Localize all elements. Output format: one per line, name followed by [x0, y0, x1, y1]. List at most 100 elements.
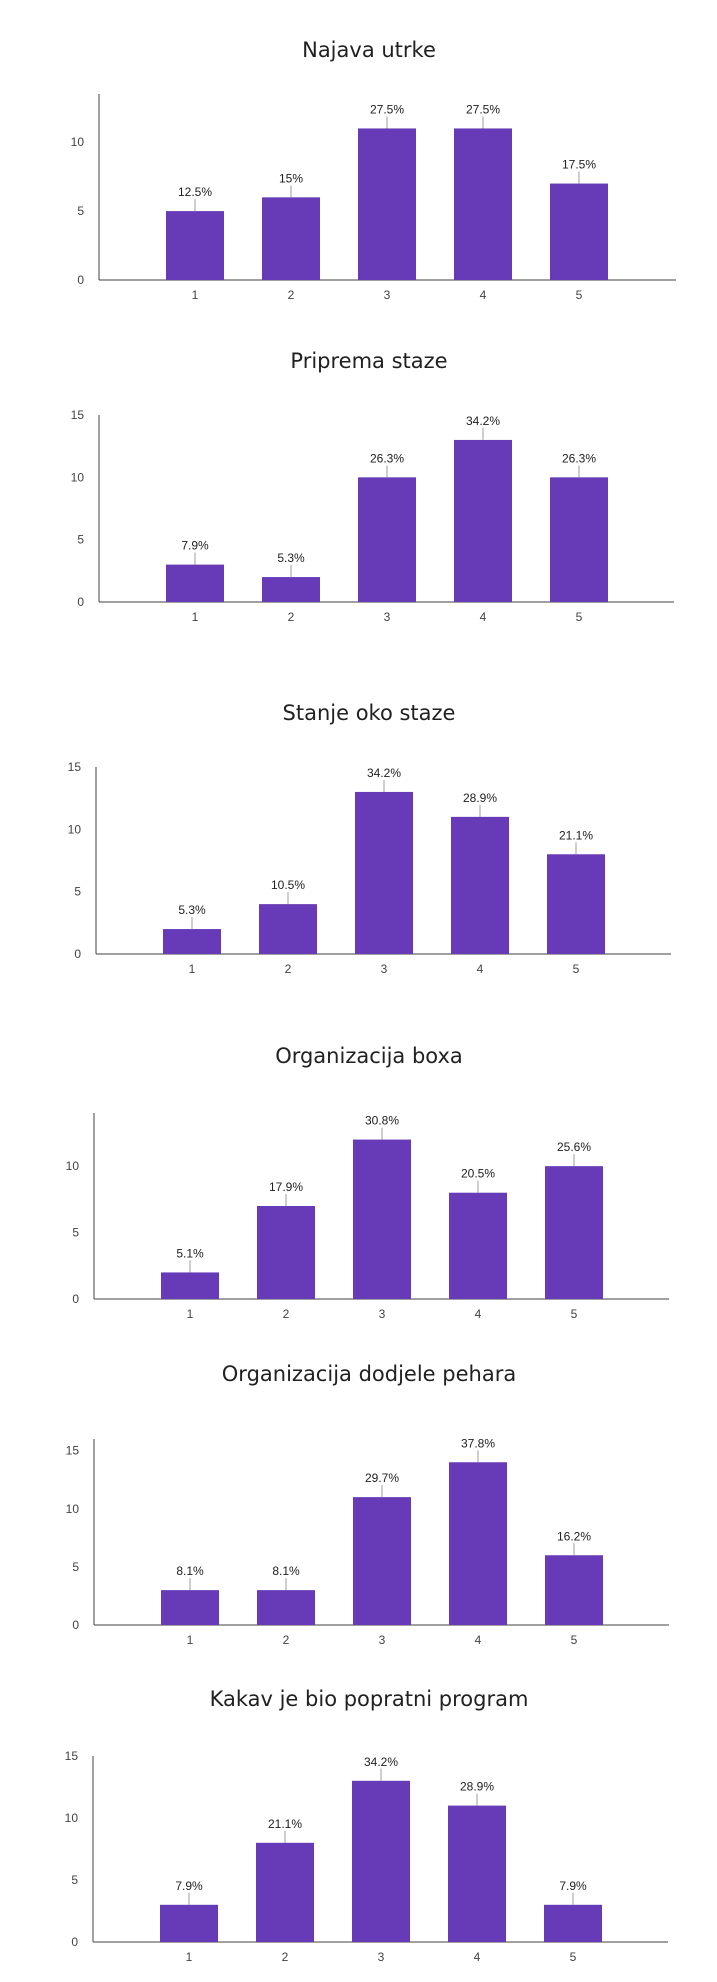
- bar: [355, 791, 413, 954]
- x-tick-label: 2: [288, 288, 295, 302]
- bar: [550, 183, 608, 280]
- bar-value-label: 12.5%: [178, 185, 212, 199]
- x-tick-label: 4: [474, 1950, 481, 1964]
- y-tick-label: 5: [72, 1226, 79, 1240]
- bar-value-label: 15%: [279, 171, 303, 185]
- x-tick-label: 4: [480, 610, 487, 624]
- bar: [358, 477, 416, 602]
- bar: [262, 197, 320, 280]
- chart-title: Priprema staze: [290, 349, 447, 373]
- chart-title: Organizacija dodjele pehara: [222, 1362, 516, 1386]
- x-tick-label: 2: [283, 1307, 290, 1321]
- bar-value-label: 10.5%: [271, 878, 305, 892]
- x-tick-label: 5: [571, 1307, 578, 1321]
- bar: [358, 128, 416, 280]
- x-tick-label: 3: [384, 610, 391, 624]
- bar-value-label: 5.3%: [277, 551, 305, 565]
- x-tick-label: 5: [576, 610, 583, 624]
- bar: [256, 1842, 314, 1942]
- x-tick-label: 1: [186, 1950, 193, 1964]
- x-tick-label: 2: [285, 962, 292, 976]
- bar-value-label: 26.3%: [370, 451, 404, 465]
- bar: [353, 1497, 411, 1625]
- bar-value-label: 8.1%: [176, 1564, 204, 1578]
- bar: [259, 904, 317, 954]
- y-tick-label: 5: [77, 533, 84, 547]
- bar-value-label: 28.9%: [460, 1780, 494, 1794]
- bar-value-label: 25.6%: [557, 1140, 591, 1154]
- bar: [545, 1555, 603, 1625]
- bar: [161, 1590, 219, 1625]
- bar-value-label: 7.9%: [175, 1879, 203, 1893]
- x-tick-label: 5: [573, 962, 580, 976]
- x-tick-label: 2: [283, 1633, 290, 1647]
- y-tick-label: 10: [66, 1502, 80, 1516]
- x-tick-label: 5: [570, 1950, 577, 1964]
- y-tick-label: 0: [71, 1935, 78, 1949]
- bar-value-label: 37.8%: [461, 1436, 495, 1450]
- y-tick-label: 5: [77, 204, 84, 218]
- bar-chart: Kakav je bio popratni program0510157.9%1…: [65, 1687, 668, 1964]
- x-tick-label: 4: [475, 1633, 482, 1647]
- chart-title: Organizacija boxa: [275, 1044, 463, 1068]
- x-tick-label: 1: [192, 288, 199, 302]
- y-tick-label: 15: [65, 1749, 79, 1763]
- y-tick-label: 5: [71, 1873, 78, 1887]
- bar-value-label: 5.1%: [176, 1246, 204, 1260]
- y-tick-label: 15: [68, 760, 82, 774]
- bar-value-label: 34.2%: [367, 766, 401, 780]
- x-tick-label: 1: [187, 1307, 194, 1321]
- y-tick-label: 10: [68, 822, 82, 836]
- x-tick-label: 1: [187, 1633, 194, 1647]
- x-tick-label: 1: [192, 610, 199, 624]
- y-tick-label: 0: [77, 595, 84, 609]
- bar-chart: Organizacija dodjele pehara 0 5 10 15 8.1% 1 8.…: [66, 1362, 669, 1647]
- bar-chart: Najava utrke 0 5 10 12.5% 1 15% 2 27.5% 3 27.5% 4 17…: [71, 38, 676, 302]
- bar-value-label: 29.7%: [365, 1471, 399, 1485]
- y-tick-label: 0: [77, 273, 84, 287]
- bar: [550, 477, 608, 602]
- bar-value-label: 21.1%: [559, 828, 593, 842]
- y-tick-label: 0: [74, 947, 81, 961]
- bar-chart: Organizacija boxa 0 5 10 5.1% 1 17.9% 2 30.8% 3 20…: [66, 1044, 669, 1321]
- bar: [448, 1805, 506, 1942]
- y-tick-label: 10: [71, 470, 85, 484]
- x-tick-label: 3: [384, 288, 391, 302]
- bar: [449, 1462, 507, 1625]
- y-tick-label: 10: [65, 1811, 79, 1825]
- bar-value-label: 30.8%: [365, 1114, 399, 1128]
- x-tick-label: 5: [576, 288, 583, 302]
- x-tick-label: 1: [189, 962, 196, 976]
- bar: [547, 854, 605, 954]
- x-tick-label: 5: [571, 1633, 578, 1647]
- bar-value-label: 8.1%: [272, 1564, 300, 1578]
- bar-value-label: 26.3%: [562, 451, 596, 465]
- bar: [166, 564, 224, 602]
- bar-value-label: 5.3%: [178, 903, 206, 917]
- x-tick-label: 2: [288, 610, 295, 624]
- x-tick-label: 4: [477, 962, 484, 976]
- bar-value-label: 16.2%: [557, 1529, 591, 1543]
- chart-title: Kakav je bio popratni program: [210, 1687, 529, 1711]
- bar-value-label: 28.9%: [463, 791, 497, 805]
- bar-value-label: 7.9%: [181, 539, 209, 553]
- bar-value-label: 34.2%: [466, 414, 500, 428]
- y-tick-label: 10: [71, 135, 85, 149]
- bar: [451, 816, 509, 954]
- y-tick-label: 5: [74, 885, 81, 899]
- bar: [454, 439, 512, 602]
- bar: [163, 929, 221, 954]
- x-tick-label: 4: [480, 288, 487, 302]
- bar: [160, 1904, 218, 1942]
- bar-chart: Stanje oko staze 0 5 10 15 5.3% 1 10.5% 2 34.2% 3 2…: [68, 701, 671, 976]
- bar-value-label: 21.1%: [268, 1817, 302, 1831]
- bar-value-label: 34.2%: [364, 1755, 398, 1769]
- y-tick-label: 10: [66, 1159, 80, 1173]
- bar: [353, 1139, 411, 1299]
- bar: [262, 577, 320, 602]
- bar: [449, 1192, 507, 1299]
- x-tick-label: 2: [282, 1950, 289, 1964]
- bar: [454, 128, 512, 280]
